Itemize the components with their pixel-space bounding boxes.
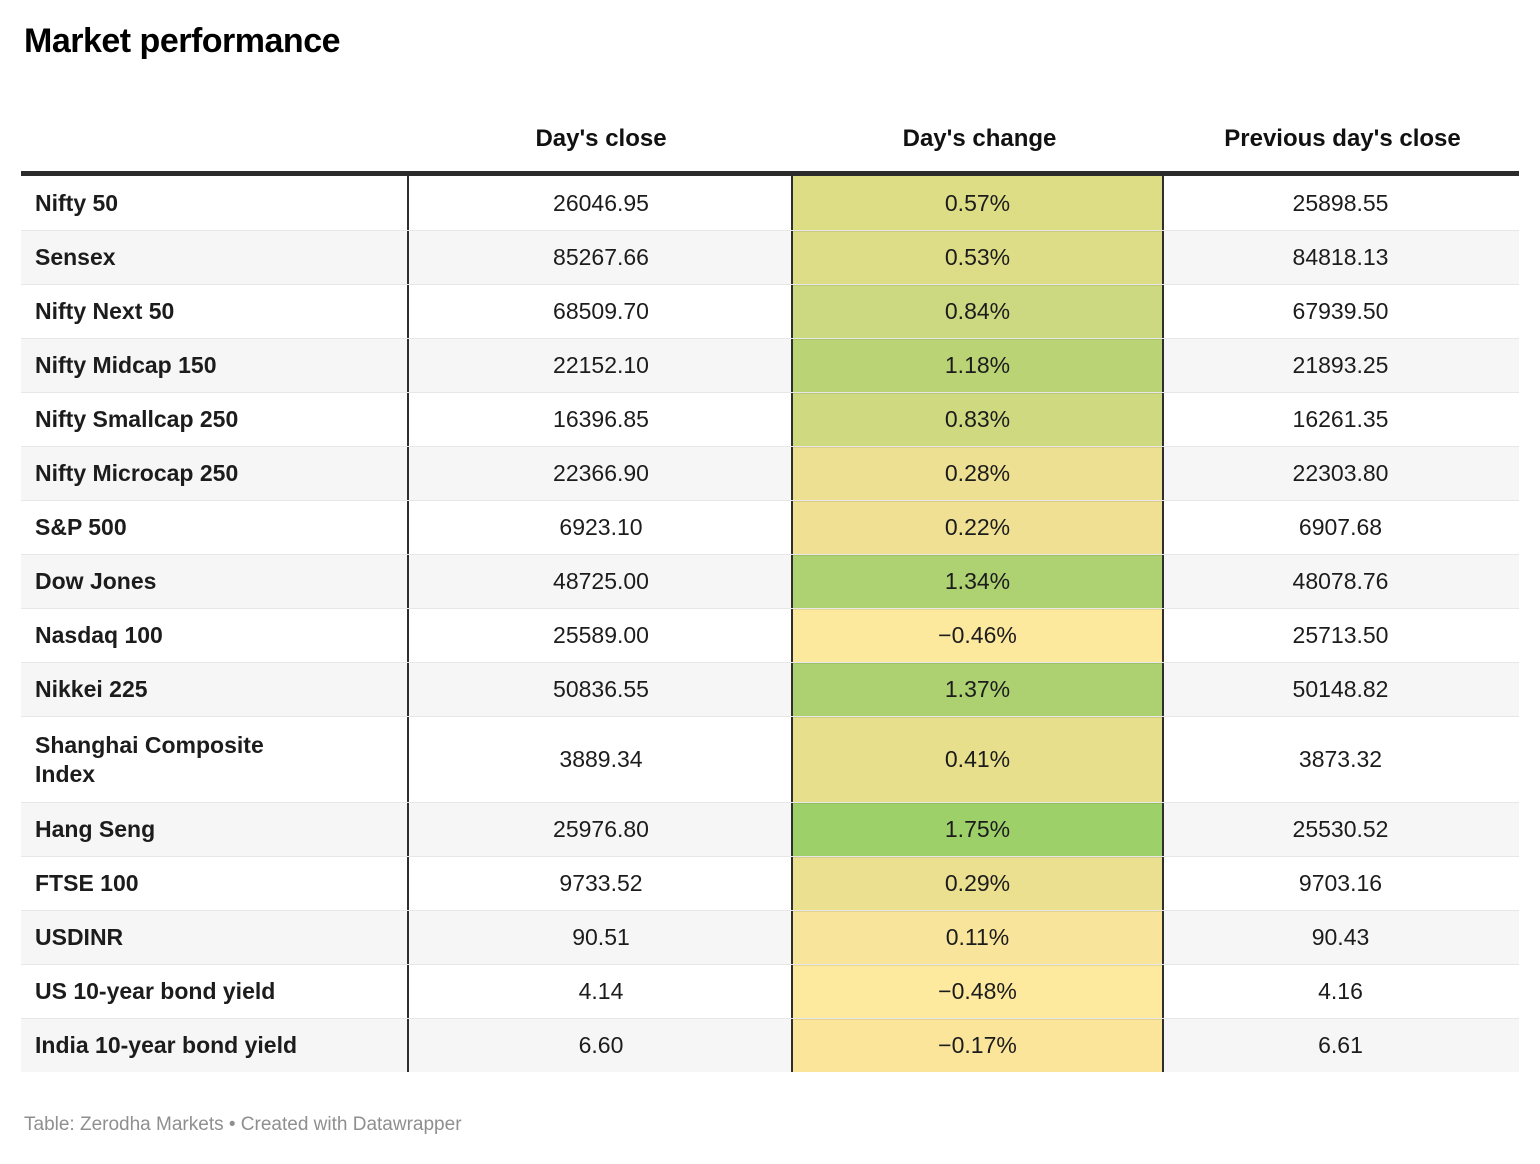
cell-previous-close: 25713.50 xyxy=(1292,622,1389,648)
row-label: Nasdaq 100 xyxy=(21,609,409,662)
row-label: Dow Jones xyxy=(21,555,409,608)
header-divider-bar xyxy=(21,171,1519,176)
table-row: Nifty Midcap 150 22152.10 1.18% 21893.25 xyxy=(21,338,1519,392)
cell-days-change: 1.37% xyxy=(791,663,1164,716)
cell-previous-close: 90.43 xyxy=(1311,924,1370,950)
table-row: Hang Seng 25976.80 1.75% 25530.52 xyxy=(21,802,1519,856)
row-label: Sensex xyxy=(21,231,409,284)
page-title: Market performance xyxy=(24,22,341,60)
cell-previous-close: 9703.16 xyxy=(1298,870,1383,896)
row-label: Nikkei 225 xyxy=(21,663,409,716)
cell-previous-close: 6.61 xyxy=(1318,1032,1363,1058)
cell-days-change: 1.75% xyxy=(791,803,1164,856)
cell-previous-close: 67939.50 xyxy=(1292,298,1389,324)
table-row: Sensex 85267.66 0.53% 84818.13 xyxy=(21,230,1519,284)
cell-previous-close: 6907.68 xyxy=(1298,514,1383,540)
cell-days-close: 90.51 xyxy=(572,924,630,950)
row-label: Nifty Midcap 150 xyxy=(21,339,409,392)
row-label: FTSE 100 xyxy=(21,857,409,910)
table-row: US 10-year bond yield 4.14 −0.48% 4.16 xyxy=(21,964,1519,1018)
table-row: Nifty Microcap 250 22366.90 0.28% 22303.… xyxy=(21,446,1519,500)
table-row: Dow Jones 48725.00 1.34% 48078.76 xyxy=(21,554,1519,608)
footer-credit: Table: Zerodha Markets • Created with Da… xyxy=(24,1114,462,1135)
cell-previous-close: 3873.32 xyxy=(1298,746,1383,772)
cell-days-close: 25589.00 xyxy=(553,622,649,648)
market-performance-table: Nifty 50 26046.95 0.57% 25898.55 Sensex … xyxy=(21,176,1519,1072)
cell-days-change: 0.22% xyxy=(791,501,1164,554)
cell-days-close: 22366.90 xyxy=(553,460,649,486)
cell-previous-close: 25898.55 xyxy=(1292,189,1389,216)
cell-days-close: 6923.10 xyxy=(559,514,643,540)
column-header-days-close: Day's close xyxy=(535,125,667,152)
table-row: India 10-year bond yield 6.60 −0.17% 6.6… xyxy=(21,1018,1519,1072)
row-label: India 10-year bond yield xyxy=(21,1019,409,1072)
table-row: S&P 500 6923.10 0.22% 6907.68 xyxy=(21,500,1519,554)
column-header-previous-days-close: Previous day's close xyxy=(1224,125,1461,152)
row-label: Nifty 50 xyxy=(21,176,409,230)
table-row: Nifty Smallcap 250 16396.85 0.83% 16261.… xyxy=(21,392,1519,446)
cell-days-close: 85267.66 xyxy=(553,244,649,270)
cell-days-change: 0.57% xyxy=(791,176,1164,230)
cell-days-change: 0.28% xyxy=(791,447,1164,500)
table-row: Shanghai Composite Index 3889.34 0.41% 3… xyxy=(21,716,1519,802)
table-row: FTSE 100 9733.52 0.29% 9703.16 xyxy=(21,856,1519,910)
cell-days-change: 0.41% xyxy=(791,717,1164,802)
row-label: Nifty Next 50 xyxy=(21,285,409,338)
cell-days-close: 68509.70 xyxy=(553,298,649,324)
cell-days-close: 48725.00 xyxy=(553,568,649,594)
table-row: USDINR 90.51 0.11% 90.43 xyxy=(21,910,1519,964)
cell-days-close: 50836.55 xyxy=(553,676,649,702)
cell-days-change: 1.34% xyxy=(791,555,1164,608)
cell-previous-close: 16261.35 xyxy=(1292,406,1389,432)
row-label: Nifty Microcap 250 xyxy=(21,447,409,500)
cell-days-close: 25976.80 xyxy=(553,816,649,842)
row-label: S&P 500 xyxy=(21,501,409,554)
cell-days-close: 16396.85 xyxy=(553,406,649,432)
cell-days-change: −0.17% xyxy=(791,1019,1164,1072)
cell-days-change: −0.48% xyxy=(791,965,1164,1018)
cell-days-change: 0.11% xyxy=(791,911,1164,964)
cell-days-close: 9733.52 xyxy=(559,870,643,896)
table-row: Nasdaq 100 25589.00 −0.46% 25713.50 xyxy=(21,608,1519,662)
cell-previous-close: 22303.80 xyxy=(1292,460,1389,486)
row-label: Nifty Smallcap 250 xyxy=(21,393,409,446)
cell-days-change: 0.53% xyxy=(791,231,1164,284)
row-label: Shanghai Composite Index xyxy=(21,717,409,802)
row-label: USDINR xyxy=(21,911,409,964)
table-header-row: Day's close Day's change Previous day's … xyxy=(21,125,1519,153)
row-label: Hang Seng xyxy=(21,803,409,856)
cell-days-change: 0.84% xyxy=(791,285,1164,338)
cell-days-close: 4.14 xyxy=(578,978,624,1004)
cell-days-change: 0.29% xyxy=(791,857,1164,910)
cell-days-close: 26046.95 xyxy=(553,189,649,216)
table-row: Nifty 50 26046.95 0.57% 25898.55 xyxy=(21,176,1519,230)
cell-days-close: 6.60 xyxy=(578,1032,624,1058)
cell-days-close: 22152.10 xyxy=(553,352,649,378)
cell-previous-close: 4.16 xyxy=(1318,978,1363,1004)
cell-days-close: 3889.34 xyxy=(559,746,643,772)
column-header-days-change: Day's change xyxy=(902,125,1057,152)
cell-days-change: −0.46% xyxy=(791,609,1164,662)
cell-days-change: 0.83% xyxy=(791,393,1164,446)
cell-previous-close: 50148.82 xyxy=(1292,676,1389,702)
cell-previous-close: 48078.76 xyxy=(1292,568,1389,594)
row-label: US 10-year bond yield xyxy=(21,965,409,1018)
cell-previous-close: 84818.13 xyxy=(1292,244,1389,270)
cell-days-change: 1.18% xyxy=(791,339,1164,392)
cell-previous-close: 21893.25 xyxy=(1292,352,1389,378)
table-row: Nifty Next 50 68509.70 0.84% 67939.50 xyxy=(21,284,1519,338)
table-row: Nikkei 225 50836.55 1.37% 50148.82 xyxy=(21,662,1519,716)
cell-previous-close: 25530.52 xyxy=(1292,816,1389,842)
